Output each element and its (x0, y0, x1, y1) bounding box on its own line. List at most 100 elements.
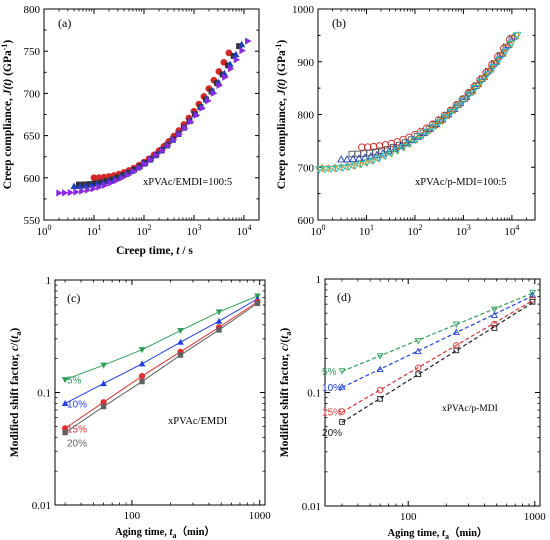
data-point (232, 50, 240, 58)
x-tick-label: 103 (456, 223, 471, 238)
series-label: 15% (322, 408, 342, 419)
data-point (471, 85, 480, 93)
data-point (491, 325, 498, 331)
series-line (64, 295, 258, 381)
panel-label: (b) (332, 16, 346, 30)
data-point (376, 386, 384, 394)
x-tick-label: 101 (359, 223, 374, 238)
data-point (61, 377, 69, 384)
data-point (326, 165, 336, 174)
data-point (70, 182, 78, 190)
x-tick-label: 104 (236, 223, 251, 238)
series-3 (315, 31, 519, 173)
data-point (170, 136, 178, 144)
series-line (64, 301, 258, 429)
series-line (64, 302, 258, 434)
y-tick-label: 800 (298, 110, 315, 122)
data-point (215, 309, 223, 316)
data-point (142, 160, 149, 168)
data-point (417, 127, 425, 136)
x-tick-label: 103 (186, 223, 201, 238)
annotation: xPVAc/p-MDI=100:5 (415, 177, 506, 188)
x-tick-label: 102 (407, 223, 422, 238)
x-tick-label: 100 (311, 223, 326, 238)
data-point (448, 105, 456, 114)
y-tick-label: 0.01 (32, 500, 51, 512)
data-point (465, 91, 474, 99)
annotation: xPVAc/EMDI (168, 416, 228, 427)
annotation: xPVAc/EMDI=100:5 (143, 177, 232, 188)
data-point (130, 167, 138, 176)
data-point (477, 78, 486, 86)
data-point (61, 189, 69, 197)
data-point (411, 136, 420, 145)
data-point (199, 104, 206, 112)
x-tick-label: 1000 (524, 511, 547, 523)
data-point (124, 171, 132, 179)
y-tick-label: 0.1 (307, 388, 321, 400)
series-line (341, 300, 533, 413)
data-point (138, 347, 146, 354)
data-point (452, 321, 460, 328)
data-point (338, 383, 346, 390)
series-5pct: 5% (61, 293, 261, 387)
y-tick-label: 600 (24, 173, 41, 185)
y-axis-title: Creep compliance, J(t) (GPa-1) (0, 40, 14, 190)
data-point (385, 149, 393, 158)
data-point (528, 289, 537, 297)
data-point (159, 146, 166, 155)
series-label: 10% (67, 399, 87, 410)
data-point (348, 154, 358, 162)
data-point (245, 37, 252, 45)
data-point (233, 56, 241, 64)
y-tick-label: 800 (24, 4, 41, 16)
x-tick-label: 100 (37, 223, 52, 238)
data-point (381, 141, 390, 149)
series-label: 10% (322, 383, 342, 394)
data-point (339, 164, 348, 172)
series-line (341, 295, 533, 388)
data-point (177, 328, 184, 335)
plot-frame (324, 278, 541, 507)
data-point (138, 372, 146, 380)
data-point (511, 31, 519, 40)
data-point (417, 132, 426, 141)
data-point (339, 419, 345, 425)
series-0 (358, 35, 514, 151)
data-point (381, 152, 390, 161)
data-point (225, 49, 233, 57)
x-tick-labels: 100 101 102 103 104 (37, 223, 252, 238)
series-5pct: 5% (322, 289, 537, 378)
y-tick-label: 0.01 (302, 501, 321, 513)
series-line (341, 292, 533, 373)
data-point (363, 159, 372, 167)
series-2 (70, 40, 246, 190)
data-point (357, 161, 366, 169)
data-point (486, 64, 494, 73)
data-point (239, 46, 246, 55)
data-point (119, 174, 126, 182)
y-axis-title: Creep compliance, J(t) (GPa-1) (274, 40, 288, 190)
shift-panel-d: 0.01 0.1 1 100 1000 5% 10% 15% 20% (d) xPVAc/p-MDI… (279, 274, 546, 540)
data-point (96, 183, 103, 191)
series-3 (56, 37, 252, 197)
data-point (84, 186, 92, 194)
y-axis-title: Modified shift factor, c/(ta) (9, 328, 23, 458)
data-point (529, 298, 536, 305)
data-point (337, 155, 346, 163)
data-point (338, 368, 346, 375)
y-tick-labels: 0.01 0.1 1 (32, 275, 51, 512)
data-point (435, 119, 444, 127)
y-tick-labels: 550 600 650 700 750 800 (24, 4, 41, 227)
series-2 (337, 32, 518, 163)
data-point (90, 185, 98, 193)
y-tick-labels: 600 700 800 900 1000 (292, 4, 315, 227)
creep-panel-b: 600 700 800 900 1000 100 101 102 103 104 (b) xPVAc/… (274, 4, 536, 238)
data-point (354, 154, 364, 162)
data-point (452, 328, 460, 335)
data-point (501, 48, 510, 57)
data-point (450, 104, 459, 112)
data-point (490, 311, 498, 318)
data-point (338, 408, 346, 415)
